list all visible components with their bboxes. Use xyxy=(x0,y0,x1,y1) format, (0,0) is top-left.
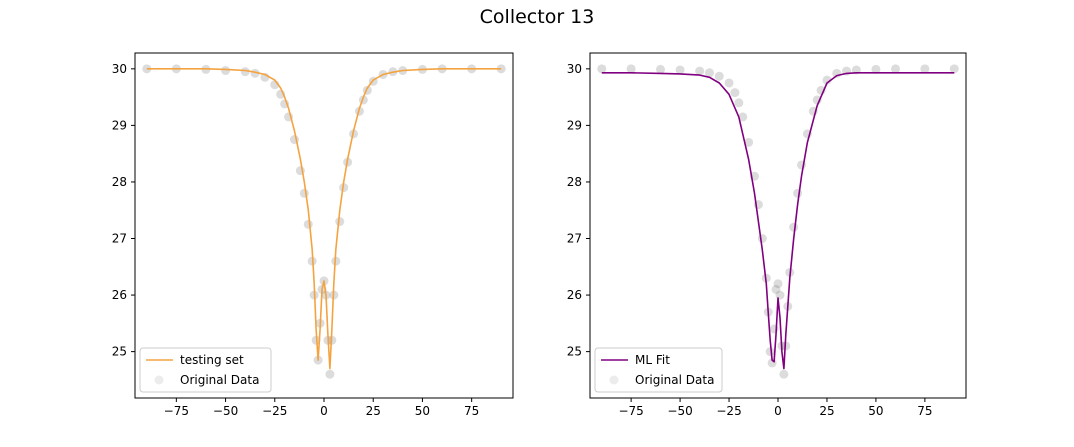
data-point xyxy=(744,137,754,147)
data-point xyxy=(730,88,740,98)
legend-label: Original Data xyxy=(635,373,714,387)
data-point xyxy=(299,188,309,198)
legend-marker-swatch xyxy=(609,375,619,385)
data-point xyxy=(789,222,799,232)
data-point xyxy=(656,64,665,74)
data-point xyxy=(626,64,636,74)
data-point xyxy=(765,347,775,357)
plot-area xyxy=(590,53,966,398)
y-tick-label: 29 xyxy=(112,118,127,132)
data-point xyxy=(771,284,781,294)
data-point xyxy=(335,217,345,227)
data-point xyxy=(303,219,313,229)
plot-area xyxy=(135,53,513,398)
legend-label: ML Fit xyxy=(635,353,670,367)
data-point xyxy=(597,64,607,74)
y-tick-label: 29 xyxy=(567,118,582,132)
legend: ML Fit Original Data xyxy=(594,347,723,393)
data-point xyxy=(704,68,714,78)
y-tick-label: 25 xyxy=(567,345,582,359)
figure-title: Collector 13 xyxy=(480,6,595,28)
data-point xyxy=(221,66,231,76)
data-point xyxy=(325,369,335,379)
data-point xyxy=(773,279,783,289)
x-tick-label: −75 xyxy=(618,404,643,418)
data-point xyxy=(920,64,930,74)
y-tick-label: 26 xyxy=(112,288,127,302)
x-tick-label: 25 xyxy=(819,404,834,418)
y-tick-label: 25 xyxy=(112,345,127,359)
legend-box xyxy=(594,347,723,393)
data-point xyxy=(775,290,785,300)
data-point xyxy=(822,75,832,85)
legend: testing set Original Data xyxy=(139,347,272,393)
x-tick-label: −25 xyxy=(716,404,741,418)
y-tick-label: 27 xyxy=(112,232,127,246)
data-point xyxy=(240,67,250,77)
legend-box xyxy=(139,347,272,393)
right-panel: −75 −50 −25 0 25 50 75 25 26 27 28 29 30 ML Fit Origin… xyxy=(567,52,967,418)
data-point xyxy=(714,71,724,81)
data-point xyxy=(738,112,748,122)
legend-label: testing set xyxy=(180,353,244,367)
y-tick-label: 26 xyxy=(567,288,582,302)
x-tick-label: −25 xyxy=(262,404,287,418)
legend-marker-swatch xyxy=(154,375,164,385)
data-point xyxy=(675,65,685,75)
data-point xyxy=(695,66,705,76)
x-tick-label: 0 xyxy=(320,404,328,418)
x-tick-label: −75 xyxy=(164,404,189,418)
x-tick-label: −50 xyxy=(213,404,238,418)
y-tick-label: 28 xyxy=(112,175,127,189)
data-point xyxy=(734,98,744,108)
y-tick-label: 30 xyxy=(112,62,127,76)
x-tick-label: 25 xyxy=(366,404,381,418)
legend-label: Original Data xyxy=(180,373,259,387)
data-point xyxy=(793,188,803,198)
y-tick-label: 27 xyxy=(567,232,582,246)
ml-fit-line xyxy=(601,72,955,370)
y-tick-label: 30 xyxy=(567,62,582,76)
data-point xyxy=(724,78,734,88)
testing-set-line xyxy=(146,68,502,370)
x-tick-label: 0 xyxy=(774,404,782,418)
x-tick-label: 75 xyxy=(917,404,932,418)
data-point xyxy=(871,64,881,74)
data-point xyxy=(891,64,900,74)
x-tick-label: 50 xyxy=(415,404,430,418)
x-tick-label: 50 xyxy=(868,404,883,418)
left-panel: −75 −50 −25 0 25 50 75 25 26 27 28 29 30 testing set O… xyxy=(112,52,514,418)
data-point xyxy=(949,64,959,74)
x-tick-label: −50 xyxy=(667,404,692,418)
x-tick-label: 75 xyxy=(464,404,479,418)
y-tick-label: 28 xyxy=(567,175,582,189)
data-point xyxy=(779,369,789,379)
data-point xyxy=(757,234,767,244)
